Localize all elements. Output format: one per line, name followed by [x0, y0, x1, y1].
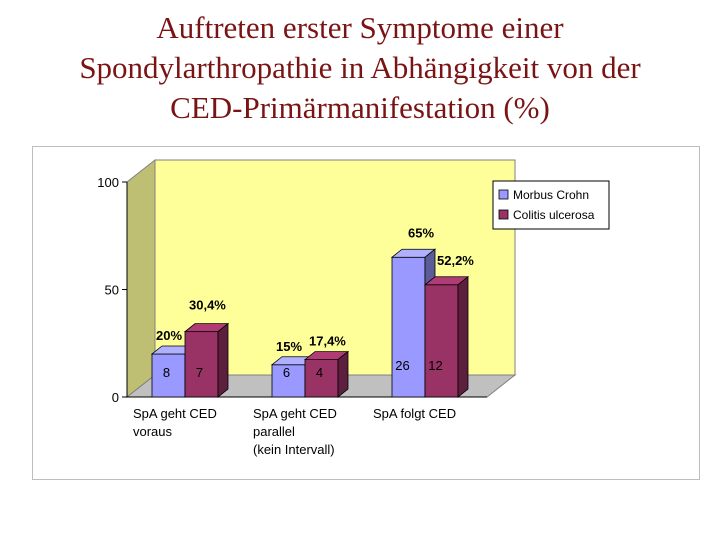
count-label: 6 [283, 365, 290, 380]
x-category-label: SpA geht CED [253, 406, 337, 421]
legend-box [492, 180, 610, 230]
legend-entry: Colitis ulcerosa [513, 208, 595, 222]
data-label: 52,2% [437, 253, 474, 268]
x-category-label: (kein Intervall) [253, 442, 335, 457]
chart-frame: 0 50 100 20% 8 30,4% 7 SpA geht CED voraus 15% 6 17… [32, 146, 700, 480]
y-tick-label: 100 [97, 175, 119, 190]
bar [391, 256, 426, 398]
title-line-1: Auftreten erster Symptome einer [156, 10, 564, 45]
data-label: 17,4% [309, 334, 346, 349]
count-label: 4 [316, 365, 323, 380]
data-label: 15% [276, 339, 302, 354]
data-label: 20% [156, 328, 182, 343]
x-category-label: SpA geht CED [133, 406, 217, 421]
legend-entry: Morbus Crohn [513, 188, 589, 202]
bar [424, 284, 459, 398]
count-label: 12 [428, 358, 442, 373]
data-label: 65% [408, 225, 434, 240]
legend-swatch [498, 209, 509, 220]
y-tick-label: 50 [105, 283, 119, 298]
x-category-label: parallel [253, 424, 295, 439]
x-category-label: SpA folgt CED [373, 406, 456, 421]
bar-side-face [337, 350, 349, 398]
title-line-2: Spondylarthropathie in Abhängigkeit von … [79, 50, 641, 85]
count-label: 8 [163, 365, 170, 380]
title-line-3: CED-Primärmanifestation (%) [170, 90, 550, 125]
bar-side-face [217, 322, 229, 398]
bar-side-face [457, 275, 469, 398]
count-label: 26 [395, 358, 409, 373]
y-tick-label: 0 [112, 390, 119, 405]
bar [184, 331, 219, 398]
slide-title: Auftreten erster Symptome einer Spondyla… [0, 8, 720, 128]
bar [304, 359, 339, 398]
bar-chart: 0 50 100 20% 8 30,4% 7 SpA geht CED voraus 15% 6 17… [97, 158, 610, 457]
plot-side-wall [126, 158, 156, 399]
legend-swatch [498, 189, 509, 200]
count-label: 7 [196, 365, 203, 380]
x-category-label: voraus [133, 424, 173, 439]
data-label: 30,4% [189, 298, 226, 313]
